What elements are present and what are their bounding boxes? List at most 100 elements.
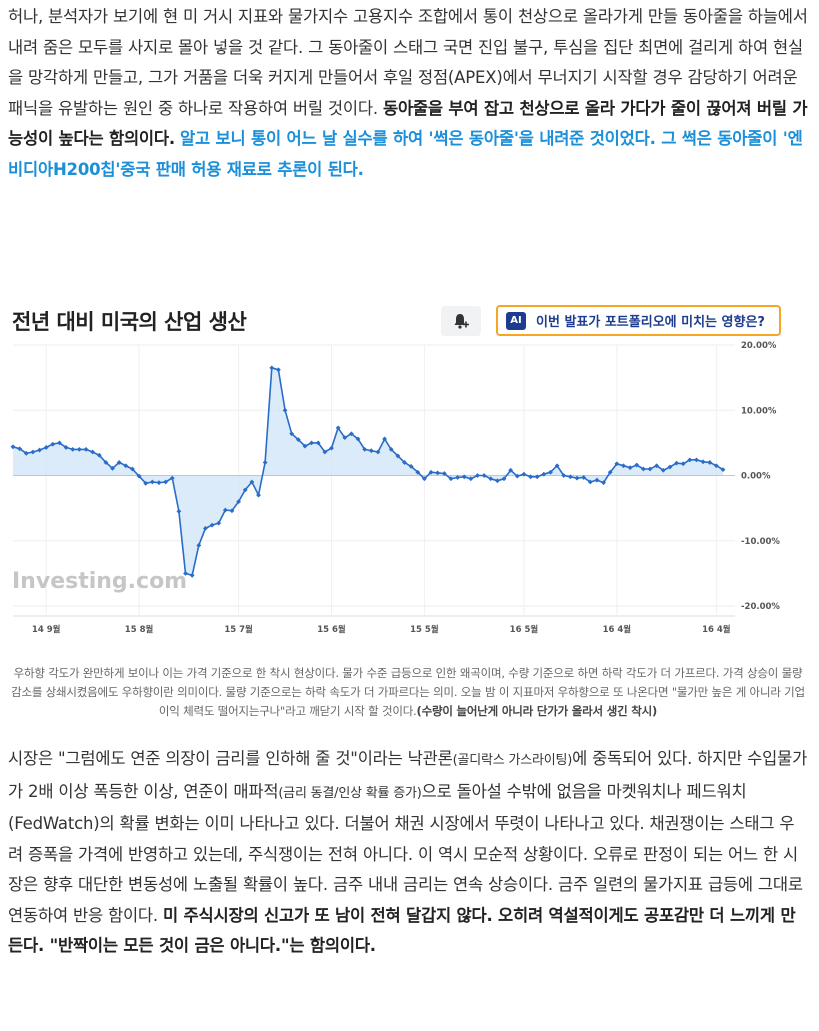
data-point: [422, 476, 427, 482]
data-point: [402, 460, 407, 465]
data-point: [222, 507, 228, 513]
y-tick-label: -20.00%: [741, 602, 780, 612]
data-point: [494, 478, 500, 484]
data-point: [428, 469, 434, 475]
paragraph-aside-1: (골디락스 가스라이팅): [452, 753, 573, 768]
data-point: [262, 460, 268, 465]
data-point: [468, 476, 474, 482]
data-point: [242, 487, 248, 493]
data-point: [30, 449, 36, 455]
data-point: [601, 480, 606, 486]
data-point: [76, 447, 82, 452]
paragraph-text-part-2: 에 중독되어 있다. 하지만 수입물가가 2배 이상 폭등한 이상, 연준이 매…: [8, 749, 808, 801]
paragraph-highlight-text: 알고 보니 통이 어느 날 실수를 하여 '썩은 동아줄'을 내려준 것이었다.…: [8, 129, 803, 179]
data-point: [514, 473, 520, 479]
chart-title: 전년 대비 미국의 산업 생산: [12, 310, 247, 334]
y-tick-label: 10.00%: [741, 406, 777, 416]
data-point: [388, 447, 394, 452]
data-point: [687, 457, 693, 463]
data-point: [329, 445, 334, 451]
data-point: [63, 445, 69, 450]
data-point: [541, 471, 547, 477]
data-point: [136, 473, 142, 479]
ai-portfolio-impact-button[interactable]: AI 이번 발표가 포트폴리오에 미치는 영향은?: [496, 305, 781, 336]
x-tick-label: 15 8월: [125, 624, 154, 635]
data-point: [581, 475, 587, 480]
series-area: [13, 367, 723, 576]
data-point: [362, 447, 368, 452]
data-point: [256, 492, 261, 498]
chart-card: 전년 대비 미국의 산업 생산 AI 이번 발표가 포트폴리오에 미치는 영향은…: [8, 294, 783, 646]
data-point: [90, 449, 96, 455]
data-point: [183, 570, 188, 576]
data-point: [415, 469, 421, 475]
x-axis: 14 9월 15 8월 15 7월 15 6월 15 5월 16 5월 16 4월 16 4월…: [32, 624, 731, 635]
article-paragraph-1: 허나, 분석자가 보기에 현 미 거시 지표와 물가지수 고용지수 조합에서 통…: [8, 2, 808, 185]
data-point: [355, 436, 361, 442]
data-point: [216, 520, 222, 526]
y-tick-label: -10.00%: [741, 537, 780, 547]
data-point: [17, 446, 23, 452]
data-point: [700, 459, 706, 465]
data-point: [315, 440, 321, 446]
ai-button-label: 이번 발표가 포트폴리오에 미치는 영향은?: [536, 315, 765, 330]
data-point: [640, 466, 646, 472]
data-point: [276, 367, 281, 373]
data-point: [156, 480, 162, 486]
data-point: [37, 447, 42, 453]
data-point: [349, 431, 354, 437]
data-point: [163, 479, 169, 485]
data-point: [203, 525, 208, 531]
data-point: [236, 499, 242, 504]
data-point: [368, 448, 374, 454]
paragraph-bold-text: 동아줄을 부여 잡고 천상으로 올라 가다가 줄이 끊어져 버릴 가능성이 높다…: [8, 98, 808, 149]
data-point: [574, 475, 580, 481]
paragraph-text-part-1: 시장은 "그럼에도 연준 의장이 금리를 인하해 줄 것"이라는 낙관론: [8, 749, 453, 768]
data-point: [302, 443, 308, 449]
data-point: [342, 435, 348, 441]
data-point: [149, 479, 155, 485]
data-point: [567, 474, 573, 480]
data-point: [455, 475, 460, 480]
data-point: [110, 465, 115, 471]
x-tick-label: 15 5월: [410, 624, 439, 635]
data-point: [189, 572, 195, 578]
data-point: [501, 476, 507, 482]
industrial-production-chart: 20.00% 10.00% 0.00% -10.00% -20.00% 14 9월 15 …: [10, 341, 780, 635]
article-paragraph-2: 시장은 "그럼에도 연준 의장이 금리를 인하해 줄 것"이라는 낙관론(골디락…: [8, 744, 808, 962]
data-point: [408, 463, 414, 469]
data-point: [621, 463, 626, 469]
data-point: [123, 463, 129, 469]
data-point: [607, 469, 613, 475]
y-tick-label: 0.00%: [741, 472, 771, 482]
data-point: [96, 452, 102, 458]
data-point: [674, 460, 679, 466]
data-point: [481, 473, 487, 478]
data-point: [534, 474, 540, 480]
data-point: [70, 447, 76, 452]
data-point: [176, 508, 182, 514]
x-tick-label: 16 4월: [702, 624, 731, 635]
data-point: [23, 450, 29, 456]
data-point: [143, 480, 149, 486]
data-point: [103, 460, 109, 465]
x-tick-label: 15 7월: [224, 624, 253, 635]
data-point: [680, 461, 686, 467]
data-point: [249, 479, 255, 485]
data-point: [50, 441, 56, 447]
data-point: [10, 444, 16, 450]
data-point: [196, 542, 202, 548]
chart-markers: [10, 365, 726, 578]
data-point: [441, 471, 447, 476]
data-point: [322, 449, 328, 455]
data-point: [395, 453, 401, 459]
paragraph-aside-2: (금리 동결/인상 확률 증가): [278, 785, 422, 801]
x-tick-label: 15 6월: [317, 624, 346, 635]
data-point: [707, 460, 713, 465]
create-alert-button[interactable]: [441, 306, 481, 336]
data-point: [634, 462, 640, 468]
data-point: [694, 457, 699, 463]
data-point: [375, 449, 381, 455]
data-point: [169, 475, 175, 481]
data-point: [116, 460, 122, 465]
